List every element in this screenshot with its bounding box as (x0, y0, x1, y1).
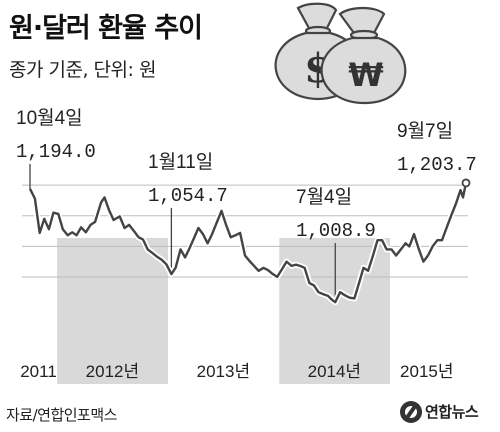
annotation-value-3: 1,203.7 (397, 154, 477, 176)
logo-text: 연합뉴스 (425, 403, 479, 421)
shaded-year-band-0 (57, 238, 169, 384)
series-line (28, 182, 468, 304)
won-sign-icon: ₩ (348, 56, 383, 94)
annotation-value-0: 1,194.0 (16, 141, 96, 163)
x-tick-label-1: 2012년 (86, 362, 139, 381)
annotation-value-1: 1,054.7 (148, 185, 228, 207)
annotation-value-2: 1,008.9 (296, 220, 376, 242)
yonhap-logo-icon (400, 400, 422, 423)
chart-subtitle: 종가 기준, 단위: 원 (9, 59, 156, 81)
x-tick-label-2: 2013년 (197, 362, 250, 381)
annotation-date-1: 1월11일 (148, 151, 213, 173)
yonhap-logo: 연합뉴스 (400, 400, 479, 424)
source-credit: 자료/연합인포맥스 (6, 406, 117, 424)
annotation-date-3: 9월7일 (397, 120, 453, 142)
chart-title: 원·달러 환율 추이 (9, 13, 203, 44)
won-bag-icon: ₩ (320, 6, 407, 105)
x-tick-label-4: 2015년 (400, 362, 453, 381)
x-tick-label-0: 2011 (20, 362, 57, 381)
x-tick-label-3: 2014년 (308, 362, 361, 381)
annotation-date-0: 10월4일 (16, 107, 83, 129)
annotation-marker-3 (461, 178, 471, 188)
annotation-date-2: 7월4일 (296, 186, 352, 208)
